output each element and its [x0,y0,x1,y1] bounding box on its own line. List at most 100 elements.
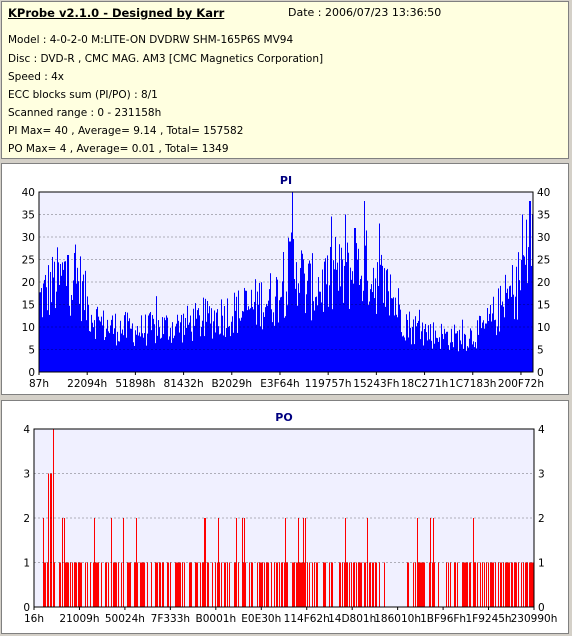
pi-xtick-label: 1C7183h [449,378,496,390]
pi-data-bar [226,328,227,372]
pi-data-bar [462,319,463,372]
po-data-bar [317,562,318,607]
pi-data-bar [442,333,443,372]
po-data-bar [299,562,300,607]
po-xtick-label: 186010h [374,613,421,625]
po-data-bar [245,562,246,607]
po-data-bar [195,562,196,607]
pi-data-bar [50,271,51,372]
po-data-bar [312,562,313,607]
pi-data-bar [240,320,241,372]
po-data-bar [530,562,531,607]
pi-data-bar [199,315,200,372]
pi-data-bar [377,262,378,372]
po-data-bar [176,562,177,607]
pi-data-bar [313,301,314,372]
pi-data-bar [476,348,477,372]
pi-data-bar [354,228,355,372]
po-data-bar [477,562,478,607]
po-stats-line: PO Max= 4 , Average= 0.01 , Total= 1349 [8,143,229,155]
pi-data-bar [314,310,315,372]
po-ytick-left: 0 [23,602,30,614]
po-data-bar [433,518,434,607]
pi-data-bar [93,327,94,372]
po-data-bar [413,562,414,607]
pi-data-bar [249,309,250,372]
pi-data-bar [68,255,69,372]
po-data-bar [238,562,239,607]
po-data-bar [376,562,377,607]
pi-data-bar [402,336,403,372]
pi-data-bar [227,298,228,372]
pi-data-bar [244,287,245,372]
pi-data-bar [263,312,264,372]
po-data-bar [80,562,81,607]
pi-data-bar [348,252,349,372]
pi-data-bar [423,345,424,372]
pi-data-bar [427,340,428,372]
po-data-bar [347,562,348,607]
pi-data-bar [425,323,426,372]
po-data-bar [421,562,422,607]
po-data-bar [417,518,418,607]
pi-data-bar [264,316,265,372]
po-data-bar [128,562,129,607]
pi-data-bar [116,345,117,372]
pi-data-bar [112,315,113,372]
pi-data-bar [252,306,253,372]
pi-data-bar [125,311,126,372]
pi-data-bar [333,260,334,372]
po-data-bar [215,562,216,607]
pi-data-bar [246,290,247,372]
pi-data-bar [350,267,351,372]
pi-ytick-right: 5 [537,345,544,357]
pi-data-bar [132,323,133,372]
pi-ytick-left: 15 [22,300,35,312]
pi-data-bar [322,269,323,372]
pi-data-bar [293,239,294,372]
pi-data-bar [360,279,361,372]
pi-data-bar [78,281,79,372]
pi-data-bar [431,340,432,372]
pi-data-bar [101,316,102,372]
pi-data-bar [61,275,62,372]
pi-data-bar [287,305,288,372]
pi-data-bar [363,290,364,372]
pi-data-bar [231,321,232,372]
po-data-bar [157,562,158,607]
po-data-bar [182,562,183,607]
po-data-bar [85,562,86,607]
pi-data-bar [518,252,519,372]
pi-data-bar [301,250,302,372]
po-data-bar [147,562,148,607]
pi-data-bar [62,262,63,372]
pi-data-bar [168,339,169,372]
pi-data-bar [115,313,116,372]
po-data-bar [532,562,533,607]
pi-data-bar [170,327,171,372]
pi-data-bar [83,274,84,372]
pi-data-bar [212,338,213,372]
po-xtick-label: 114F62h [284,613,330,625]
po-data-bar [282,562,283,607]
pi-data-bar [393,297,394,372]
pi-data-bar [310,263,311,372]
po-data-bar [271,562,272,607]
po-data-bar [175,562,176,607]
pi-data-bar [43,283,44,372]
pi-data-bar [152,315,153,372]
pi-data-bar [408,337,409,372]
pi-ytick-right: 0 [537,367,544,379]
pi-ytick-left: 20 [22,277,35,289]
po-data-bar [47,562,48,607]
pi-data-bar [352,271,353,372]
po-data-bar [331,562,332,607]
po-data-bar [360,562,361,607]
po-data-bar [143,562,144,607]
pi-data-bar [148,315,149,372]
po-data-bar [236,518,237,607]
po-data-bar [142,562,143,607]
pi-data-bar [507,288,508,372]
pi-ytick-right: 20 [537,277,550,289]
pi-data-bar [319,291,320,372]
